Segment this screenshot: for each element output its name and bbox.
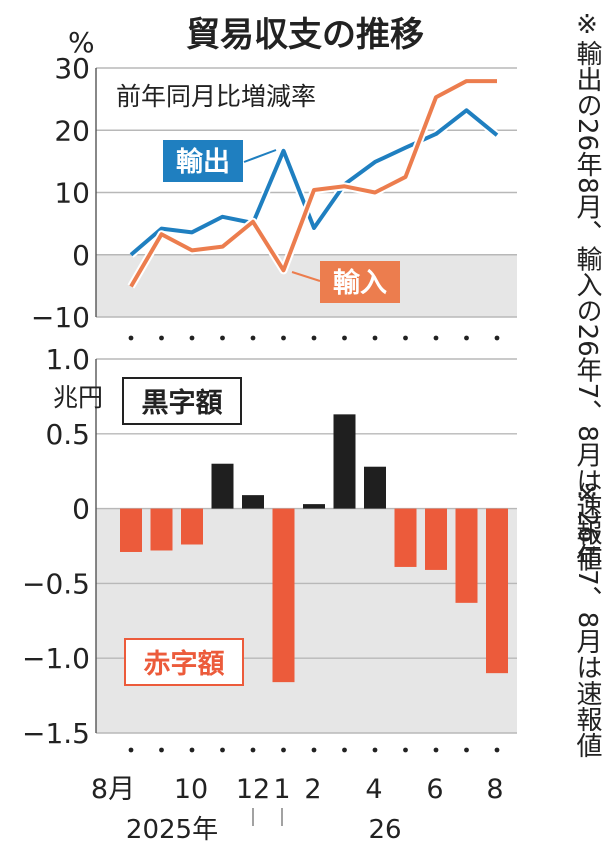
top-note: ※輸出の26年8月、輸入の26年7、8月は速報値 — [572, 10, 602, 572]
separator-dot — [220, 335, 225, 341]
bar — [272, 508, 295, 683]
x-tick-label: 12 — [236, 774, 270, 805]
y-tick-label: 20 — [54, 114, 90, 147]
separator-dot — [464, 335, 469, 341]
x-tick-label: 1 — [273, 774, 290, 805]
separator-dot — [433, 747, 439, 753]
separator-dot — [494, 335, 500, 341]
separator-dot — [372, 747, 378, 753]
separator-dot — [494, 747, 500, 753]
separator-dot — [189, 747, 195, 753]
surplus-legend-box — [122, 377, 242, 425]
separator-dot — [159, 335, 164, 341]
import-label-box — [320, 261, 400, 303]
separator-dot — [403, 747, 408, 753]
bar — [333, 414, 356, 509]
bottom-unit-label: 兆円 — [53, 383, 103, 412]
bar — [455, 508, 478, 603]
bar — [303, 504, 325, 509]
import-label-leader — [291, 271, 321, 282]
y-tick-label: −1.5 — [22, 717, 90, 750]
y-tick-label: 0 — [72, 493, 90, 526]
y-tick-label: 10 — [54, 177, 90, 210]
separator-dot — [433, 335, 439, 341]
deficit-legend-box — [124, 638, 244, 686]
separator-dot — [311, 335, 317, 341]
x-tick-label: 2 — [304, 774, 321, 805]
surplus-legend-label: 黒字額 — [142, 387, 223, 419]
separator-dot — [250, 335, 256, 341]
year-label: 26 — [368, 815, 401, 845]
year-label: 2025年 — [126, 815, 218, 845]
separator-dot — [342, 747, 347, 753]
x-tick-label: 4 — [365, 774, 382, 805]
x-axis: 8月 10 12 1 2 4 6 8 2025年 26 — [91, 774, 504, 845]
separator-dot — [281, 747, 286, 753]
bar — [211, 463, 234, 509]
x-tick-label: 8月 — [91, 774, 135, 805]
x-tick-label: 10 — [174, 774, 208, 805]
separator-dot — [342, 335, 347, 341]
separator-dot — [281, 335, 286, 341]
chart-subtitle-bg — [111, 73, 379, 117]
bar — [242, 495, 264, 509]
separator-dot — [128, 335, 134, 341]
bar — [394, 508, 417, 567]
bar — [120, 508, 142, 552]
import-series-line — [129, 79, 497, 288]
separator-dot — [189, 335, 195, 341]
export-series-line — [129, 108, 499, 257]
import-series-label: 輸入 — [333, 267, 387, 299]
separator-dot — [311, 747, 317, 753]
export-label-box — [163, 140, 243, 182]
separator-dot — [220, 747, 225, 753]
bar — [425, 508, 447, 570]
bar — [181, 508, 203, 545]
separator-dot — [128, 747, 134, 753]
separator-dot — [403, 335, 408, 341]
x-tick-label: 8 — [486, 774, 503, 805]
export-series-label: 輸出 — [176, 146, 230, 178]
deficit-legend-label: 赤字額 — [144, 648, 225, 680]
chart-title: 貿易収支の推移 — [186, 15, 424, 55]
separator-dot — [159, 747, 164, 753]
y-tick-label: 0.5 — [45, 418, 90, 451]
separator-dot — [372, 335, 378, 341]
y-tick-label: 1.0 — [45, 343, 90, 376]
chart-subtitle: 前年同月比増減率 — [116, 82, 316, 111]
bar — [364, 466, 386, 509]
y-tick-label: 0 — [72, 239, 90, 272]
bottom-note: ※26年7、8月は速報値 — [572, 480, 602, 758]
negative-region — [96, 254, 517, 317]
bar — [150, 508, 173, 551]
y-tick-label: −1.0 — [22, 642, 90, 675]
y-tick-label: −0.5 — [22, 567, 90, 600]
bar — [486, 508, 508, 674]
y-tick-label: −10 — [31, 301, 90, 334]
x-tick-label: 6 — [426, 774, 443, 805]
y-tick-label: 30 — [54, 52, 90, 85]
separator-dot — [464, 747, 469, 753]
top-unit-label: % — [68, 26, 95, 59]
separator-dot — [250, 747, 256, 753]
export-label-leader — [243, 149, 277, 163]
